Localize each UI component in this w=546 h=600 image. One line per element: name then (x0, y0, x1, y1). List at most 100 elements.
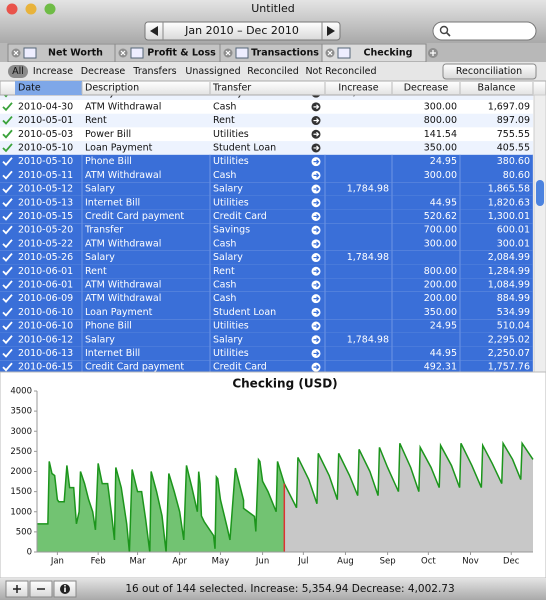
reconciled-check (2, 335, 13, 345)
table-row[interactable]: 2010-05-10 Phone Bill Utilities 24.95 380.60 (0, 154, 533, 169)
filter-option[interactable]: All (12, 66, 24, 77)
cell: 2010-05-01 (18, 115, 73, 126)
tab-close-x (225, 50, 231, 56)
cell: ATM Withdrawal (85, 170, 161, 181)
transfer-arrow[interactable] (311, 89, 321, 98)
info-icon (64, 584, 66, 587)
reconciled-check (2, 348, 13, 358)
tab-icon (235, 47, 249, 59)
column-header[interactable]: Date (18, 83, 41, 94)
transfer-arrow-glyph (313, 282, 320, 288)
table-row[interactable]: 2010-06-10 Loan Payment Student Loan 350.00… (0, 305, 533, 320)
cell: Internet Bill (85, 348, 140, 359)
cell: Salary (213, 334, 243, 345)
cell: Utilities (213, 348, 249, 359)
cell: Power Bill (85, 129, 131, 140)
cell: Salary (85, 184, 115, 195)
cell: 800.00 (424, 115, 457, 126)
table-row[interactable]: 2010-06-13 Internet Bill Utilities 44.95 2,2… (0, 346, 533, 361)
cell: Savings (213, 225, 250, 236)
table-row[interactable]: 2010-06-01 Rent Rent 800.00 1,284.99 (0, 264, 533, 279)
search-field[interactable] (432, 21, 537, 41)
reconciliation-label: Reconciliation (456, 66, 522, 77)
cell: 534.99 (497, 307, 530, 318)
filter-option[interactable]: Unassigned (185, 66, 240, 77)
table-row[interactable]: 2010-05-10 Loan Payment Student Loan 350.00… (0, 141, 533, 155)
table-row[interactable]: 2010-05-01 Rent Rent 800.00 897.09 (0, 113, 533, 128)
cell: 2010-05-13 (18, 197, 73, 208)
column-header[interactable]: Balance (478, 83, 516, 94)
cell: Utilities (213, 197, 249, 208)
column-header[interactable]: Decrease (404, 83, 449, 94)
column-header[interactable]: Description (85, 83, 139, 94)
reconciled-check (2, 362, 13, 372)
table-row[interactable]: 2010-05-12 Salary Salary 1,784.98 1,865.58 (0, 182, 533, 196)
minimize-button[interactable] (25, 3, 37, 15)
cell: 44.95 (430, 348, 457, 359)
transfer-arrow-glyph (313, 200, 320, 206)
transfer-arrow-glyph (313, 131, 320, 137)
table-row[interactable]: 2010-06-10 Phone Bill Utilities 24.95 510.04 (0, 319, 533, 333)
table-row[interactable]: 2010-05-22 ATM Withdrawal Cash 300.00 300.01 (0, 237, 533, 251)
x-tick-label: Sep (380, 557, 396, 567)
cell: Credit Card payment (85, 362, 184, 373)
table-row[interactable]: 2010-05-15 Credit Card payment Credit Card… (0, 209, 533, 224)
date-navigator[interactable] (144, 21, 341, 41)
table-row[interactable]: 2010-06-12 Salary Salary 1,784.98 2,295.02 (0, 332, 533, 347)
table-row[interactable]: 2010-06-15 Credit Card payment Credit Card… (0, 360, 533, 374)
transfer-arrow-glyph (313, 296, 320, 302)
cell: Utilities (213, 156, 249, 167)
sorted-header (15, 81, 82, 95)
cell: 2010-05-11 (18, 170, 73, 181)
transfer-arrow-glyph (313, 145, 320, 151)
search-icon (439, 25, 449, 35)
reconciliation-button[interactable] (442, 63, 537, 80)
date-range: Jan 2010 – Dec 2010 (184, 24, 299, 37)
column-header[interactable]: Increase (338, 83, 378, 94)
cell: 2,295.02 (488, 334, 530, 345)
cell: 2010-05-10 (18, 142, 73, 153)
transfer-arrow-glyph (313, 364, 320, 370)
cell: 2010-04-29 (18, 88, 73, 99)
x-tick-label: Oct (421, 557, 436, 567)
table-row[interactable]: 2010-05-20 Transfer Savings 700.00 600.01 (0, 223, 533, 237)
transfer-arrow-glyph (313, 159, 320, 165)
cell: 510.04 (497, 321, 530, 332)
transfer-arrow-glyph (313, 214, 320, 219)
cell: Salary (213, 252, 243, 263)
next-arrow[interactable] (327, 26, 335, 36)
table-row[interactable]: 2010-04-29 Salary Salary 1,784.98 (0, 86, 533, 100)
cell: Salary (85, 88, 115, 99)
column-header[interactable]: Transfer (212, 83, 251, 94)
cell: ATM Withdrawal (85, 101, 161, 112)
cell: Loan Payment (85, 142, 153, 153)
x-tick-label: Mar (130, 557, 147, 567)
reconciled-check (2, 307, 13, 317)
cell: 141.54 (424, 129, 457, 140)
filter-option[interactable]: Transfers (132, 66, 176, 77)
cell: 2010-06-01 (18, 279, 73, 290)
table-row[interactable]: 2010-05-13 Internet Bill Utilities 44.95 1,8… (0, 195, 533, 210)
cell: Salary (85, 252, 115, 263)
table-row[interactable]: 2010-04-30 ATM Withdrawal Cash 300.00 1,697.… (0, 100, 533, 114)
x-tick-label: Apr (172, 557, 187, 567)
cell: Salary (85, 334, 115, 345)
table-row[interactable]: 2010-06-09 ATM Withdrawal Cash 200.00 884.99 (0, 291, 533, 306)
filter-option[interactable]: Decrease (81, 66, 126, 77)
zoom-button[interactable] (44, 3, 56, 15)
cell: Cash (213, 170, 236, 181)
table-row[interactable]: 2010-05-03 Power Bill Utilities 141.54 755.5… (0, 127, 533, 142)
filter-option[interactable]: Increase (33, 66, 73, 77)
cell: 897.09 (497, 115, 530, 126)
tab-label: Transactions (251, 48, 319, 59)
transfer-arrow-glyph (313, 323, 320, 329)
previous-arrow[interactable] (150, 26, 158, 36)
scroll-thumb[interactable] (536, 180, 544, 206)
filter-option[interactable]: Reconciled (247, 66, 298, 77)
filter-option[interactable]: Not Reconciled (305, 66, 376, 77)
close-button[interactable] (6, 3, 18, 15)
table-row[interactable]: 2010-05-11 ATM Withdrawal Cash 300.00 80.60 (0, 168, 533, 183)
table-row[interactable]: 2010-05-26 Salary Salary 1,784.98 2,084.99 (0, 250, 533, 265)
scrollbar[interactable] (533, 94, 546, 373)
table-row[interactable]: 2010-06-01 ATM Withdrawal Cash 200.00 1,084.… (0, 278, 533, 292)
